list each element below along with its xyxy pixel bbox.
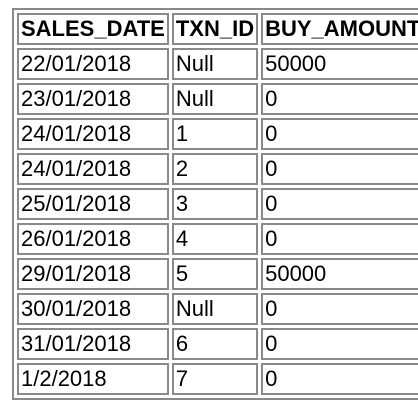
- header-sales-date: SALES_DATE: [17, 13, 169, 45]
- cell-sales-date: 31/01/2018: [17, 328, 169, 360]
- cell-txn-id: Null: [171, 83, 259, 115]
- cell-buy-amount: 0: [261, 118, 418, 150]
- table-row: 26/01/2018 4 0: [17, 223, 418, 255]
- cell-txn-id: Null: [171, 293, 259, 325]
- cell-sales-date: 26/01/2018: [17, 223, 169, 255]
- cell-buy-amount: 0: [261, 83, 418, 115]
- cell-sales-date: 1/2/2018: [17, 363, 169, 395]
- cell-buy-amount: 0: [261, 293, 418, 325]
- table-body: 22/01/2018 Null 50000 23/01/2018 Null 0 …: [17, 48, 418, 395]
- cell-sales-date: 29/01/2018: [17, 258, 169, 290]
- cell-buy-amount: 0: [261, 188, 418, 220]
- cell-buy-amount: 50000: [261, 258, 418, 290]
- table-header: SALES_DATE TXN_ID BUY_AMOUNT: [17, 13, 418, 45]
- header-row: SALES_DATE TXN_ID BUY_AMOUNT: [17, 13, 418, 45]
- sales-table-container: SALES_DATE TXN_ID BUY_AMOUNT 22/01/2018 …: [12, 8, 418, 400]
- cell-buy-amount: 0: [261, 328, 418, 360]
- sales-table: SALES_DATE TXN_ID BUY_AMOUNT 22/01/2018 …: [12, 8, 418, 400]
- header-buy-amount: BUY_AMOUNT: [261, 13, 418, 45]
- cell-txn-id: Null: [171, 48, 259, 80]
- cell-buy-amount: 0: [261, 153, 418, 185]
- cell-sales-date: 25/01/2018: [17, 188, 169, 220]
- table-row: 22/01/2018 Null 50000: [17, 48, 418, 80]
- cell-txn-id: 6: [171, 328, 259, 360]
- header-txn-id: TXN_ID: [171, 13, 259, 45]
- cell-sales-date: 24/01/2018: [17, 153, 169, 185]
- cell-txn-id: 7: [171, 363, 259, 395]
- cell-buy-amount: 0: [261, 223, 418, 255]
- cell-txn-id: 2: [171, 153, 259, 185]
- cell-txn-id: 3: [171, 188, 259, 220]
- table-row: 31/01/2018 6 0: [17, 328, 418, 360]
- cell-txn-id: 4: [171, 223, 259, 255]
- cell-sales-date: 30/01/2018: [17, 293, 169, 325]
- table-row: 24/01/2018 2 0: [17, 153, 418, 185]
- table-row: 1/2/2018 7 0: [17, 363, 418, 395]
- cell-buy-amount: 0: [261, 363, 418, 395]
- table-row: 29/01/2018 5 50000: [17, 258, 418, 290]
- cell-sales-date: 22/01/2018: [17, 48, 169, 80]
- cell-sales-date: 23/01/2018: [17, 83, 169, 115]
- cell-txn-id: 1: [171, 118, 259, 150]
- table-row: 25/01/2018 3 0: [17, 188, 418, 220]
- cell-buy-amount: 50000: [261, 48, 418, 80]
- table-row: 23/01/2018 Null 0: [17, 83, 418, 115]
- cell-sales-date: 24/01/2018: [17, 118, 169, 150]
- table-row: 24/01/2018 1 0: [17, 118, 418, 150]
- cell-txn-id: 5: [171, 258, 259, 290]
- table-row: 30/01/2018 Null 0: [17, 293, 418, 325]
